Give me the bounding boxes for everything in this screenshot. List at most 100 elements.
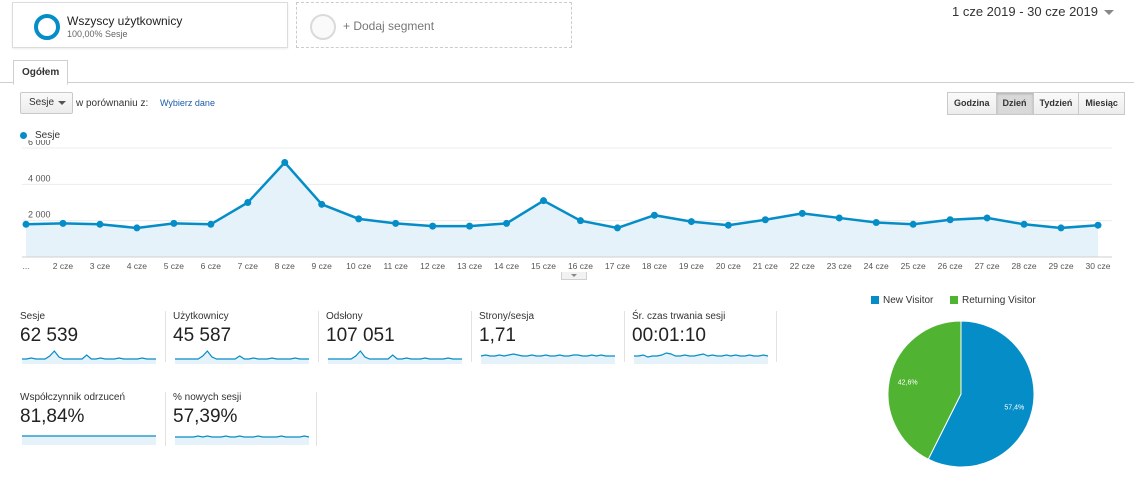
- metric-label: Odsłony: [326, 311, 363, 322]
- pie-legend-new-visitor: New Visitor: [871, 295, 933, 306]
- x-tick-label: 25 cze: [901, 261, 926, 271]
- x-tick-label: 17 cze: [605, 261, 630, 271]
- date-range-picker[interactable]: 1 cze 2019 - 30 cze 2019: [952, 4, 1114, 19]
- data-point[interactable]: [576, 217, 584, 225]
- x-tick-label: 21 cze: [753, 261, 778, 271]
- metric-tile[interactable]: Sesje 62 539: [20, 311, 160, 371]
- visitor-pie-chart: 57,4% 42,6%: [887, 320, 1035, 468]
- data-point[interactable]: [281, 159, 289, 167]
- data-point[interactable]: [1094, 221, 1102, 229]
- segment-all-users[interactable]: Wszyscy użytkownicy 100,00% Sesje: [12, 2, 288, 48]
- chevron-down-icon: [58, 101, 66, 105]
- data-point[interactable]: [503, 219, 511, 227]
- data-point[interactable]: [872, 218, 880, 226]
- pie-legend-label: New Visitor: [883, 295, 934, 306]
- metric-value: 107 051: [326, 325, 395, 346]
- metric-sparkline: [175, 435, 310, 445]
- data-point[interactable]: [22, 220, 30, 228]
- data-point[interactable]: [946, 216, 954, 224]
- metric-select[interactable]: Sesje: [20, 92, 73, 114]
- data-point[interactable]: [650, 211, 658, 219]
- add-segment-label: + Dodaj segment: [343, 19, 435, 33]
- sparkline-line: [634, 352, 769, 358]
- pie-slice[interactable]: [887, 320, 962, 460]
- select-metric-link[interactable]: Wybierz dane: [160, 98, 215, 108]
- chart-resize-handle[interactable]: [561, 272, 587, 280]
- metric-sparkline: [634, 352, 769, 364]
- pie-legend-label: Returning Visitor: [962, 295, 1036, 306]
- data-point[interactable]: [1057, 224, 1065, 232]
- period-month-button[interactable]: Miesiąc: [1078, 92, 1125, 115]
- metric-sparkline: [22, 435, 156, 445]
- metric-tile[interactable]: % nowych sesji 57,39%: [173, 392, 313, 452]
- data-point[interactable]: [170, 219, 178, 227]
- sparkline-line: [328, 350, 462, 360]
- y-tick-label: 2 000: [28, 210, 51, 220]
- data-point[interactable]: [835, 214, 843, 222]
- period-hour-button[interactable]: Godzina: [947, 92, 997, 115]
- data-point[interactable]: [687, 218, 695, 226]
- data-point[interactable]: [207, 220, 215, 228]
- metric-sparkline: [22, 350, 156, 364]
- data-point[interactable]: [466, 222, 474, 230]
- add-segment-ring-icon: [310, 14, 336, 40]
- metric-label: Użytkownicy: [173, 311, 229, 322]
- tab-overview[interactable]: Ogółem: [13, 60, 69, 85]
- data-point[interactable]: [392, 219, 400, 227]
- data-point[interactable]: [983, 214, 991, 222]
- metric-sparkline: [175, 350, 309, 364]
- compare-label: w porównaniu z:: [76, 98, 149, 109]
- data-point[interactable]: [133, 224, 141, 232]
- tile-divider: [165, 392, 166, 446]
- metric-label: Współczynnik odrzuceń: [20, 392, 126, 403]
- x-tick-label: 11 cze: [383, 261, 408, 271]
- period-day-button[interactable]: Dzień: [995, 92, 1034, 115]
- data-point[interactable]: [724, 221, 732, 229]
- tile-divider: [316, 392, 317, 446]
- series-dot-icon: [20, 131, 27, 139]
- metric-tile[interactable]: Odsłony 107 051: [326, 311, 466, 371]
- x-tick-label: 7 cze: [238, 261, 259, 271]
- metric-sparkline: [480, 353, 615, 364]
- data-point[interactable]: [429, 222, 437, 230]
- x-tick-label: 27 cze: [975, 261, 1000, 271]
- data-point[interactable]: [244, 199, 252, 206]
- series-area: [26, 162, 1098, 257]
- x-tick-label: 8 cze: [275, 261, 296, 271]
- data-point[interactable]: [96, 220, 104, 228]
- sparkline-area: [22, 436, 156, 445]
- sparkline-line: [175, 435, 310, 438]
- metric-label: Strony/sesja: [479, 311, 535, 322]
- metric-tile[interactable]: Użytkownicy 45 587: [173, 311, 313, 371]
- pie-slice[interactable]: [927, 320, 1035, 468]
- metric-label: Sesje: [20, 311, 46, 322]
- metric-tile[interactable]: Współczynnik odrzuceń 81,84%: [20, 392, 160, 452]
- x-tick-label: 22 cze: [790, 261, 815, 271]
- metric-label: % nowych sesji: [173, 392, 242, 403]
- date-range-text: 1 cze 2019 - 30 cze 2019: [952, 4, 1098, 19]
- x-tick-label: 26 cze: [938, 261, 963, 271]
- add-segment-button[interactable]: + Dodaj segment: [296, 2, 572, 48]
- sparkline-line: [480, 353, 615, 357]
- metric-tile[interactable]: Strony/sesja 1,71: [479, 311, 619, 371]
- segment-subtitle: 100,00% Sesje: [67, 29, 128, 39]
- pie-legend-returning-visitor: Returning Visitor: [950, 295, 1036, 306]
- x-tick-label: 30 cze: [1085, 261, 1110, 271]
- data-point[interactable]: [318, 200, 326, 208]
- period-week-button[interactable]: Tydzień: [1032, 92, 1080, 115]
- data-point[interactable]: [355, 215, 363, 223]
- data-point[interactable]: [540, 197, 548, 205]
- period-toggle: Godzina Dzień Tydzień Miesiąc: [947, 92, 1125, 115]
- data-point[interactable]: [798, 209, 806, 217]
- data-point[interactable]: [909, 220, 917, 228]
- data-point[interactable]: [1020, 220, 1028, 228]
- x-tick-label: 13 cze: [457, 261, 482, 271]
- data-point[interactable]: [59, 219, 67, 227]
- metric-tile[interactable]: Śr. czas trwania sesji 00:01:10: [632, 311, 772, 371]
- tile-divider: [471, 311, 472, 362]
- data-point[interactable]: [613, 224, 621, 232]
- segment-ring-icon: [34, 14, 60, 40]
- data-point[interactable]: [761, 216, 769, 224]
- chart-legend-label: Sesje: [35, 130, 61, 141]
- x-tick-label: 20 cze: [716, 261, 741, 271]
